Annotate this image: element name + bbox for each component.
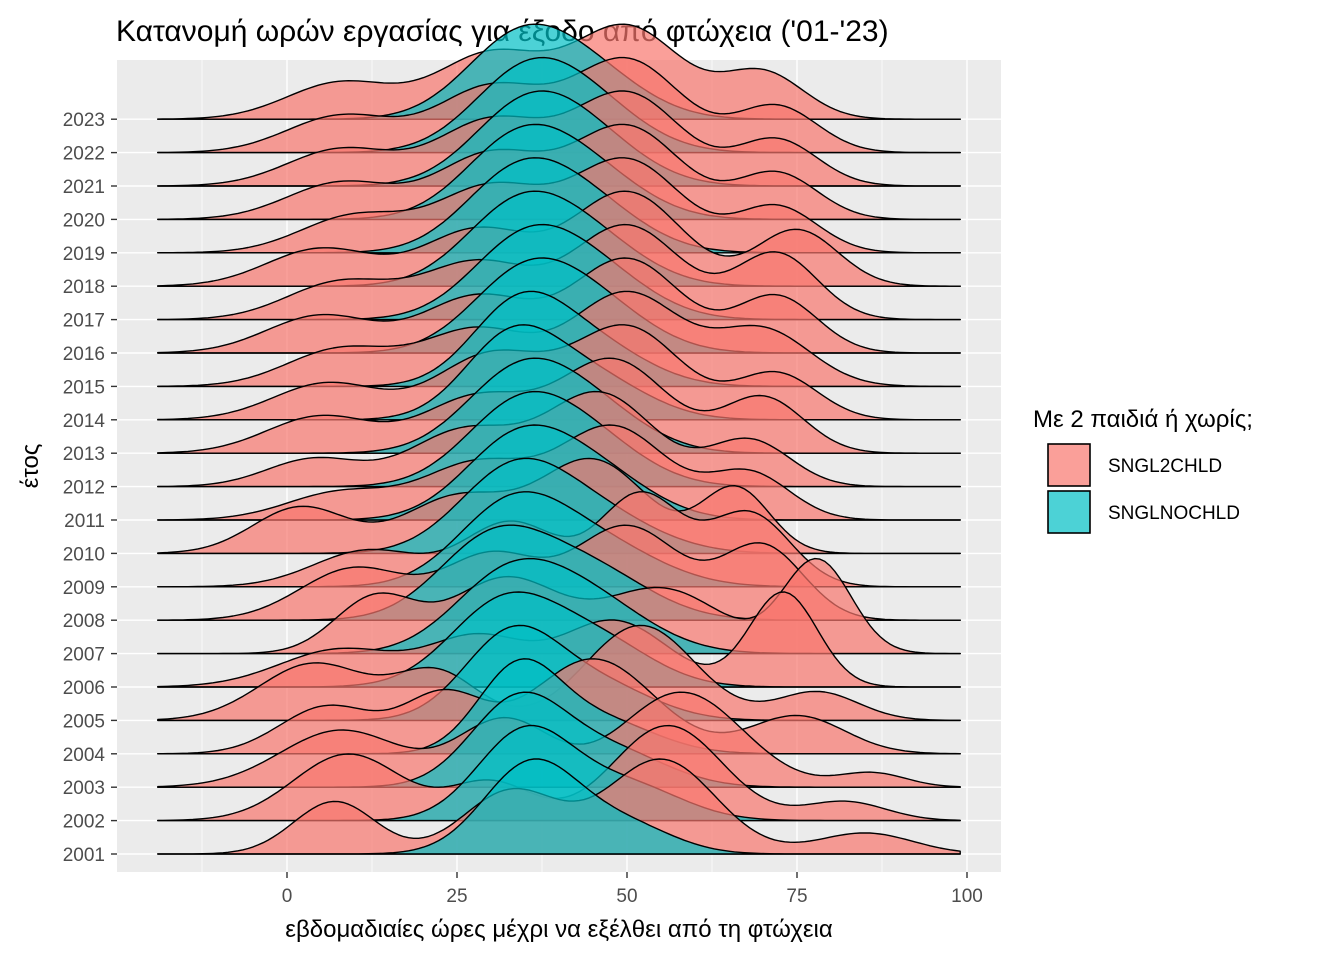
x-axis: 0 25 50 75 100 — [282, 872, 983, 907]
x-tick-label: 50 — [616, 886, 637, 907]
y-tick-label: 2003 — [63, 778, 105, 799]
y-tick-label: 2014 — [63, 411, 106, 432]
y-tick-label: 2017 — [63, 311, 105, 332]
ridge-year-2001 — [157, 758, 961, 855]
x-tick-label: 25 — [446, 886, 467, 907]
y-tick-label: 2006 — [63, 678, 105, 699]
legend-title: Με 2 παιδιά ή χωρίς; — [1033, 406, 1253, 433]
legend-label-sngl2chld: SNGL2CHLD — [1108, 456, 1222, 477]
legend-key-sngl2chld — [1047, 443, 1091, 487]
y-tick-label: 2016 — [63, 344, 105, 365]
legend: Με 2 παιδιά ή χωρίς; SNGL2CHLD SNGLNOCHL… — [1033, 406, 1253, 534]
x-tick-label: 100 — [951, 886, 983, 907]
y-tick-label: 2012 — [63, 478, 105, 499]
x-tick-label: 0 — [282, 886, 293, 907]
y-tick-label: 2018 — [63, 277, 105, 298]
y-tick-label: 2007 — [63, 645, 105, 666]
y-tick-label: 2008 — [63, 611, 105, 632]
y-tick-label: 2021 — [63, 177, 105, 198]
legend-label-snglnochld: SNGLNOCHLD — [1108, 503, 1240, 524]
y-tick-label: 2004 — [63, 745, 106, 766]
y-tick-label: 2019 — [63, 244, 105, 265]
y-axis: 2001 2002 2003 2004 2005 2006 2007 2008 2009 2010… — [63, 110, 117, 866]
legend-key-snglnochld — [1047, 490, 1091, 534]
y-tick-label: 2009 — [63, 578, 105, 599]
x-tick-label: 75 — [786, 886, 807, 907]
x-axis-title: εβδομαδιαίες ώρες μέχρι να εξέλθει από τ… — [285, 916, 833, 943]
y-tick-label: 2010 — [63, 544, 105, 565]
y-tick-label: 2005 — [63, 711, 105, 732]
y-tick-label: 2002 — [63, 812, 105, 833]
y-axis-title: έτος — [17, 444, 44, 489]
y-tick-label: 2022 — [63, 144, 105, 165]
y-tick-label: 2001 — [63, 845, 105, 866]
y-tick-label: 2023 — [63, 110, 105, 131]
ridges-layer — [157, 23, 961, 855]
y-tick-label: 2011 — [64, 511, 105, 532]
ridge-snglnochld-2001 — [157, 758, 961, 855]
y-tick-label: 2015 — [63, 377, 105, 398]
y-tick-label: 2020 — [63, 210, 105, 231]
y-tick-label: 2013 — [63, 444, 105, 465]
